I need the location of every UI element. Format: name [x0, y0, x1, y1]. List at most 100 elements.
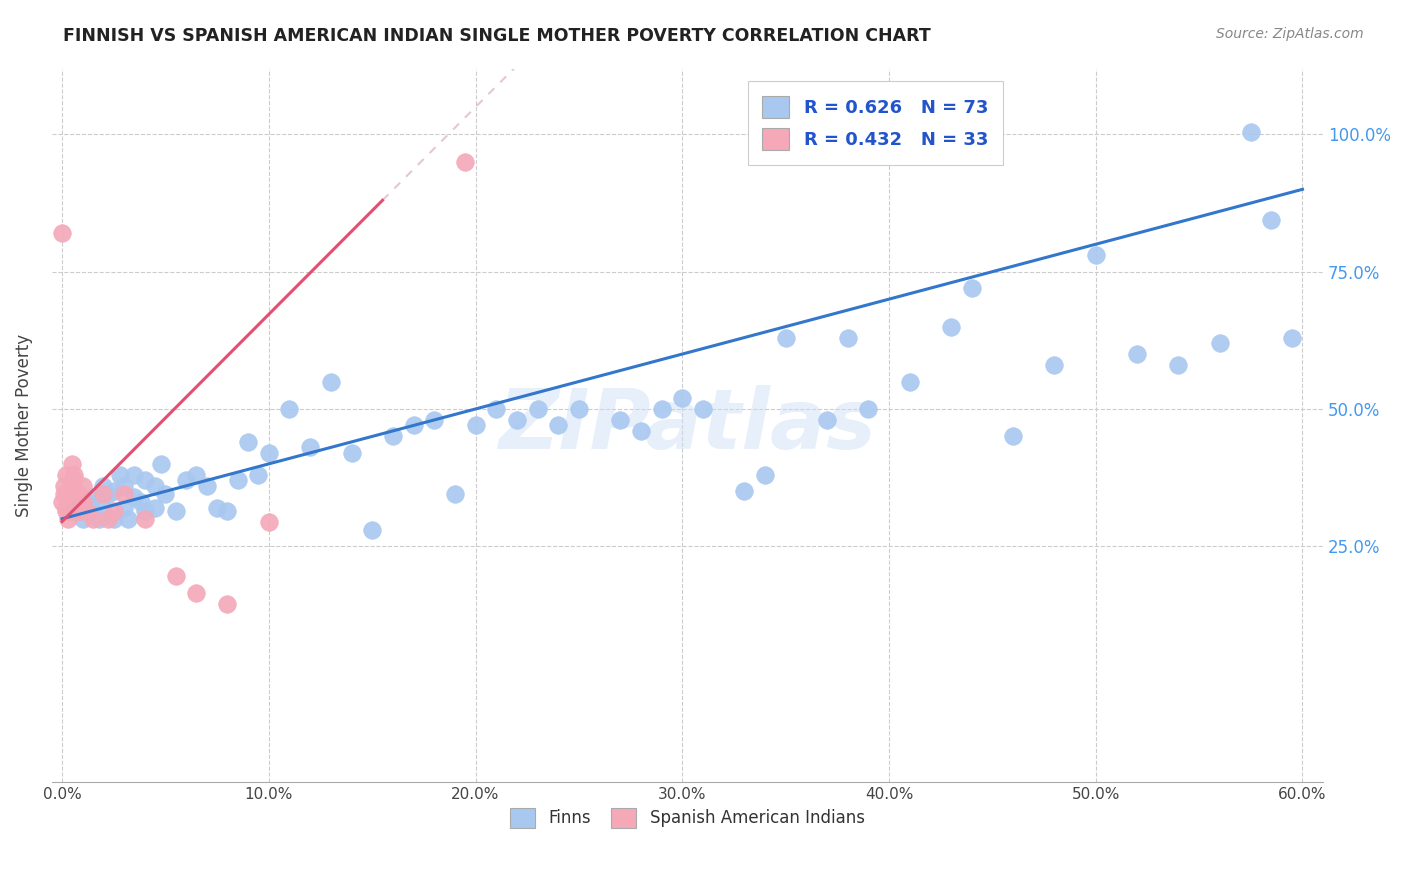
Point — [103, 512, 125, 526]
Point — [134, 512, 156, 526]
Point — [55, 467, 77, 482]
Point — [165, 503, 187, 517]
Point — [217, 597, 239, 611]
Point — [103, 484, 125, 499]
Point — [1126, 347, 1149, 361]
Point — [72, 495, 94, 509]
Point — [568, 401, 591, 416]
Point — [143, 479, 166, 493]
Point — [58, 512, 80, 526]
Point — [186, 467, 208, 482]
Point — [55, 500, 77, 515]
Point — [129, 495, 152, 509]
Point — [134, 474, 156, 488]
Point — [67, 500, 90, 515]
Text: Source: ZipAtlas.com: Source: ZipAtlas.com — [1216, 27, 1364, 41]
Point — [143, 500, 166, 515]
Point — [59, 500, 82, 515]
Point — [195, 479, 218, 493]
Point — [82, 503, 104, 517]
Point — [58, 487, 80, 501]
Point — [837, 330, 859, 344]
Point — [547, 418, 569, 433]
Point — [485, 401, 508, 416]
Point — [62, 457, 84, 471]
Point — [1167, 358, 1189, 372]
Point — [1281, 330, 1303, 344]
Point — [62, 487, 84, 501]
Legend: Finns, Spanish American Indians: Finns, Spanish American Indians — [503, 801, 872, 835]
Point — [124, 490, 146, 504]
Point — [464, 418, 486, 433]
Point — [82, 490, 104, 504]
Point — [278, 401, 301, 416]
Point — [960, 281, 983, 295]
Point — [609, 413, 631, 427]
Point — [898, 375, 921, 389]
Point — [155, 487, 177, 501]
Point — [53, 487, 76, 501]
Point — [186, 586, 208, 600]
Point — [506, 413, 529, 427]
Point — [112, 479, 135, 493]
Point — [72, 479, 94, 493]
Point — [165, 569, 187, 583]
Point — [319, 375, 342, 389]
Point — [108, 467, 131, 482]
Point — [69, 503, 91, 517]
Point — [340, 446, 363, 460]
Point — [112, 487, 135, 501]
Point — [82, 512, 104, 526]
Point — [257, 515, 280, 529]
Point — [72, 512, 94, 526]
Point — [55, 503, 77, 517]
Point — [526, 401, 548, 416]
Point — [103, 503, 125, 517]
Point — [51, 495, 73, 509]
Point — [53, 479, 76, 493]
Point — [754, 467, 776, 482]
Point — [815, 413, 838, 427]
Point — [134, 503, 156, 517]
Point — [1084, 248, 1107, 262]
Point — [67, 487, 90, 501]
Point — [247, 467, 270, 482]
Point — [858, 401, 880, 416]
Point — [150, 457, 173, 471]
Point — [51, 226, 73, 240]
Point — [454, 154, 477, 169]
Point — [444, 487, 467, 501]
Point — [67, 503, 90, 517]
Point — [93, 487, 115, 501]
Point — [692, 401, 714, 416]
Point — [117, 512, 139, 526]
Point — [76, 495, 98, 509]
Point — [97, 487, 120, 501]
Point — [205, 500, 228, 515]
Point — [381, 429, 404, 443]
Point — [62, 503, 84, 517]
Point — [1043, 358, 1066, 372]
Point — [651, 401, 673, 416]
Point — [76, 503, 98, 517]
Point — [217, 503, 239, 517]
Point — [226, 474, 249, 488]
Point — [97, 512, 120, 526]
Point — [63, 474, 86, 488]
Point — [775, 330, 797, 344]
Point — [59, 503, 82, 517]
Y-axis label: Single Mother Poverty: Single Mother Poverty — [15, 334, 32, 517]
Point — [63, 467, 86, 482]
Point — [733, 484, 755, 499]
Point — [1240, 125, 1263, 139]
Point — [93, 479, 115, 493]
Point — [236, 434, 259, 449]
Point — [1260, 212, 1282, 227]
Text: ZIPatlas: ZIPatlas — [499, 385, 876, 466]
Point — [299, 441, 322, 455]
Point — [1002, 429, 1025, 443]
Point — [124, 467, 146, 482]
Point — [93, 500, 115, 515]
Point — [65, 503, 87, 517]
Point — [89, 512, 111, 526]
